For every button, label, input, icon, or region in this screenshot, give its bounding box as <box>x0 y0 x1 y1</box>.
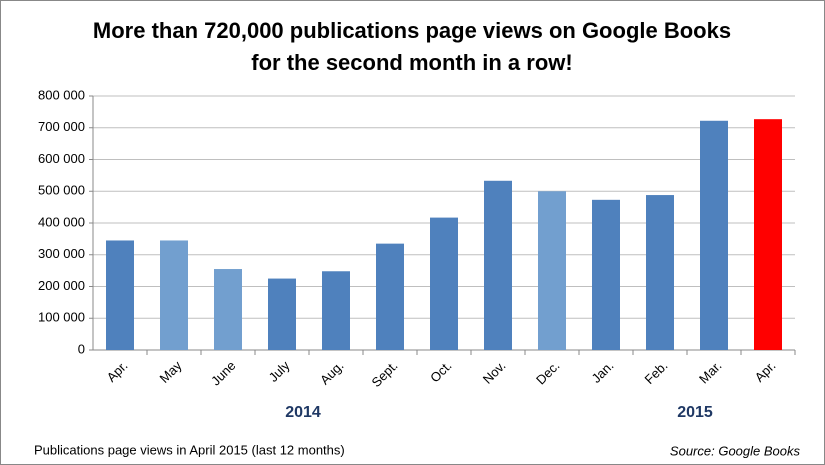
footer: Publications page views in April 2015 (l… <box>34 442 345 457</box>
bar <box>538 191 566 350</box>
y-tick-label: 0 <box>78 341 85 356</box>
source: Source: Google Books <box>670 443 801 458</box>
bar <box>214 269 242 350</box>
bar <box>430 217 458 350</box>
y-tick-label: 100 000 <box>38 310 85 325</box>
bar <box>160 240 188 350</box>
y-tick-label: 700 000 <box>38 119 85 134</box>
bar <box>376 243 404 350</box>
bar <box>700 120 728 350</box>
bar <box>484 180 512 350</box>
y-tick-label: 800 000 <box>38 87 85 102</box>
y-tick-label: 200 000 <box>38 278 85 293</box>
chart-title: for the second month in a row! <box>251 50 572 75</box>
bar <box>322 271 350 350</box>
year-label: 2015 <box>677 404 713 421</box>
y-tick-label: 500 000 <box>38 183 85 198</box>
bar <box>268 278 296 350</box>
y-tick-label: 300 000 <box>38 246 85 261</box>
chart-title: More than 720,000 publications page view… <box>93 18 731 43</box>
bar <box>754 119 782 351</box>
bar <box>592 199 620 350</box>
y-tick-label: 400 000 <box>38 214 85 229</box>
y-tick-label: 600 000 <box>38 151 85 166</box>
bar <box>646 195 674 350</box>
bar <box>106 240 134 350</box>
year-label: 2014 <box>285 404 321 421</box>
